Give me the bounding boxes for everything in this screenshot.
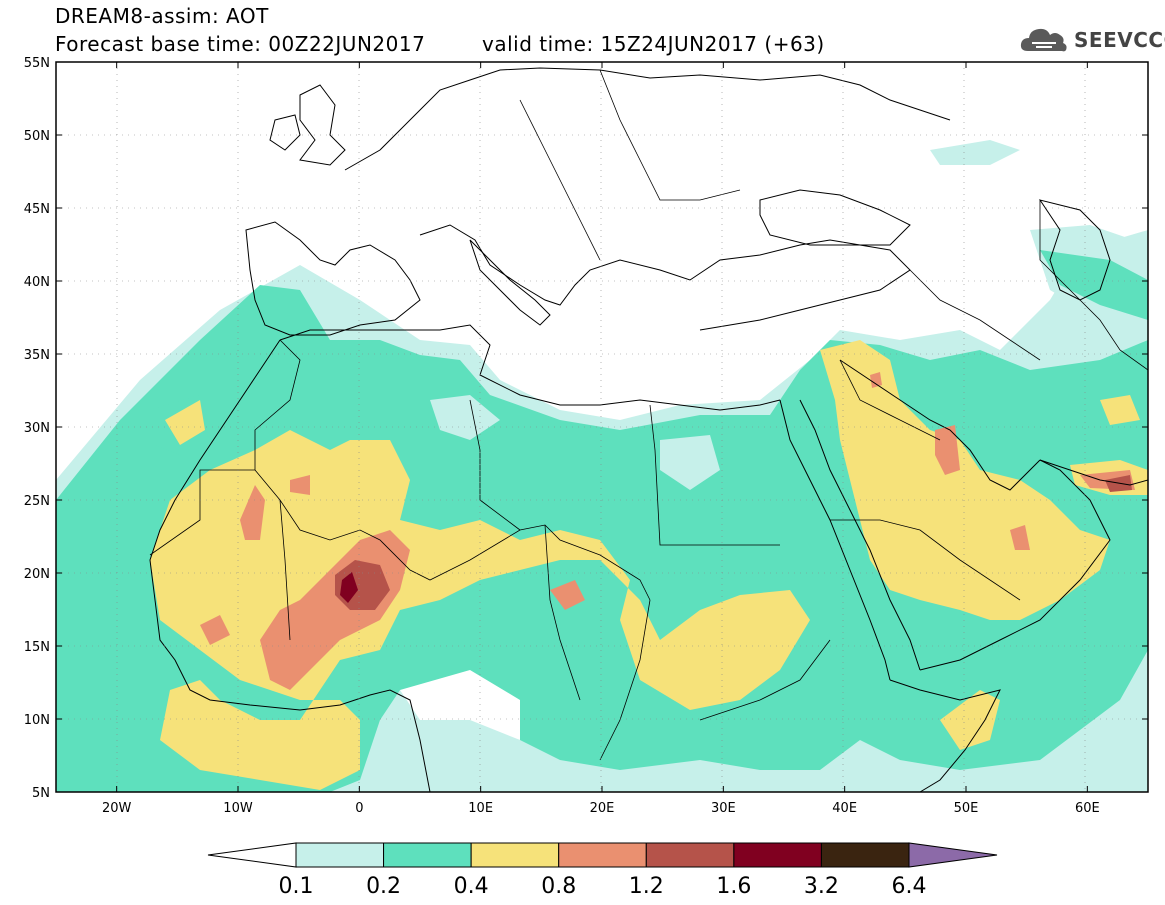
lat-tick-label: 25N <box>24 494 50 509</box>
aot-band-0-4-arabia <box>820 340 1110 620</box>
lon-tick-label: 60E <box>1075 801 1100 816</box>
aot-band-0-4-iran <box>1100 395 1140 425</box>
aot-band-0-4-azores <box>165 400 205 445</box>
aot-field <box>56 62 1148 792</box>
aot-band-0-4-somalia <box>940 690 1000 750</box>
colorbar-level-label: 0.4 <box>454 874 489 899</box>
lon-tick-label: 50E <box>954 801 979 816</box>
lon-tick-label: 0 <box>355 801 363 816</box>
colorbar-level-label: 0.8 <box>541 874 576 899</box>
aot-band-0-1-north <box>930 140 1020 165</box>
colorbar-level-label: 3.2 <box>804 874 839 899</box>
aot-band-0-2-caspian <box>1040 250 1148 320</box>
colorbar-box <box>470 842 560 868</box>
latitude-axis: 55N 50N 45N 40N 35N 30N 25N 20N 15N 10N 5N <box>24 56 1148 801</box>
lat-tick-label: 40N <box>24 275 50 290</box>
lat-tick-label: 45N <box>24 202 50 217</box>
colorbar-level-label: 0.1 <box>279 874 314 899</box>
lat-tick-label: 30N <box>24 421 50 436</box>
colorbar-level-label: 6.4 <box>892 874 927 899</box>
colorbar: 0.1 0.2 0.4 0.8 1.2 1.6 3.2 6.4 <box>207 842 998 899</box>
forecast-base-time: Forecast base time: 00Z22JUN2017 <box>55 32 426 56</box>
lat-tick-label: 10N <box>24 713 50 728</box>
lon-tick-label: 10E <box>468 801 493 816</box>
aot-band-0-8-gulf <box>935 425 960 475</box>
lon-tick-label: 20E <box>590 801 615 816</box>
colorbar-level-label: 1.6 <box>716 874 751 899</box>
logo-text: SEEVCCC <box>1074 28 1165 52</box>
lat-tick-label: 20N <box>24 567 50 582</box>
colorbar-box <box>558 842 647 868</box>
lat-tick-label: 35N <box>24 348 50 363</box>
lon-tick-label: 30E <box>711 801 736 816</box>
aot-band-0-8-mauritania <box>240 485 265 540</box>
aot-band-0-8-oman <box>1010 525 1030 550</box>
graticule <box>56 62 1148 792</box>
coastlines <box>149 67 1148 792</box>
aot-band-0-8-west <box>200 615 230 645</box>
colorbar-level-label: 0.2 <box>366 874 401 899</box>
longitude-axis: 20W 10W 0 10E 20E 30E 40E 50E 60E <box>102 62 1100 816</box>
cloud-icon <box>1020 28 1067 52</box>
lat-tick-label: 5N <box>32 786 50 801</box>
map-title: DREAM8-assim: AOT <box>55 4 269 28</box>
lat-tick-label: 15N <box>24 640 50 655</box>
lat-tick-label: 50N <box>24 129 50 144</box>
aot-light-patch-egypt <box>660 435 720 490</box>
colorbar-min-triangle <box>207 842 297 868</box>
colorbar-box <box>295 842 385 868</box>
country-borders <box>149 69 1148 761</box>
aot-band-1-6-mali <box>340 572 358 603</box>
aot-band-0-8-algeria <box>290 475 310 495</box>
aot-clear-patch <box>400 670 520 740</box>
colorbar-box <box>645 842 735 868</box>
aot-band-0-8-niger <box>550 580 585 610</box>
colorbar-box <box>820 842 910 868</box>
aot-light-patch-libya <box>430 395 500 440</box>
seevccc-logo: SEEVCCC <box>1018 24 1165 56</box>
lon-tick-label: 10W <box>223 801 253 816</box>
colorbar-box <box>733 842 822 868</box>
lat-tick-label: 55N <box>24 56 50 71</box>
aot-band-0-8-iraq <box>870 372 882 388</box>
colorbar-box <box>383 842 472 868</box>
colorbar-level-label: 1.2 <box>629 874 664 899</box>
colorbar-max-triangle <box>908 842 998 868</box>
lon-tick-label: 40E <box>832 801 857 816</box>
aot-band-0-4-west <box>150 430 810 790</box>
valid-time: valid time: 15Z24JUN2017 (+63) <box>482 32 825 56</box>
lon-tick-label: 20W <box>102 801 132 816</box>
